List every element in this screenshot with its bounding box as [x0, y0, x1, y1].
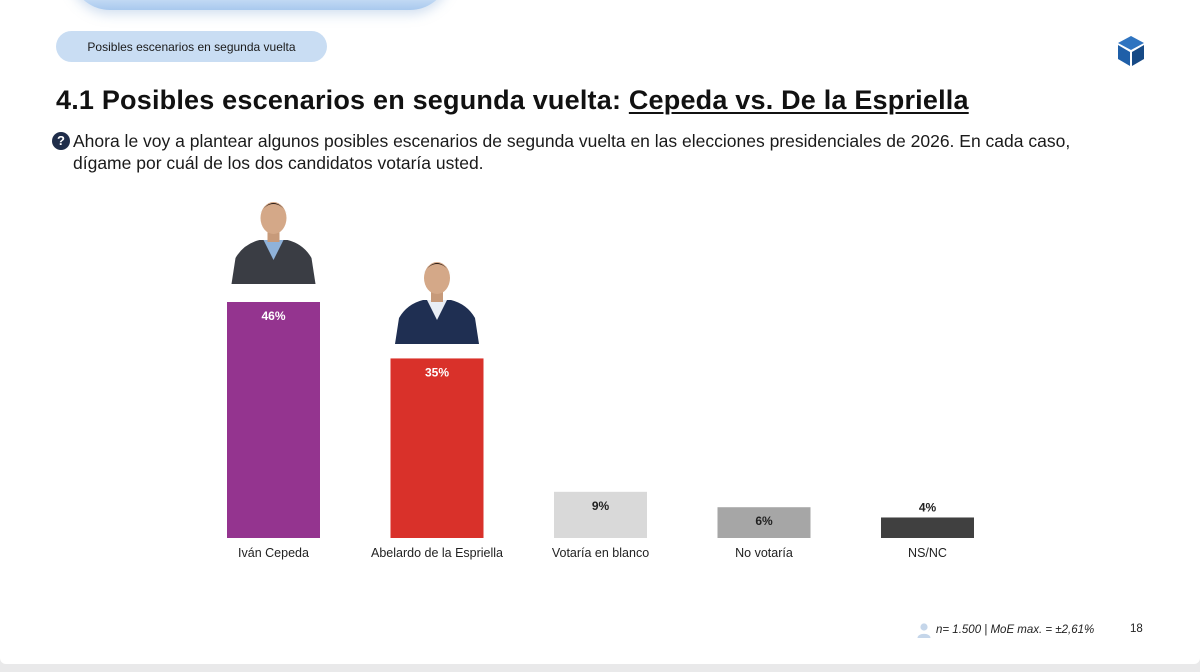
person-icon	[917, 623, 931, 638]
survey-question: ? Ahora le voy a plantear algunos posibl…	[52, 130, 1132, 174]
sample-note: n= 1.500 | MoE max. = ±2,61%	[916, 622, 1094, 638]
bar-2	[554, 491, 647, 538]
category-label-0: Iván Cepeda	[238, 546, 309, 560]
page-title-prefix: 4.1 Posibles escenarios en segunda vuelt…	[56, 85, 629, 115]
candidate-photo-espriella	[395, 262, 479, 344]
breadcrumb-label: Posibles escenarios en segunda vuelta	[87, 39, 296, 54]
bar-chart: 46% Iván Cepeda 35% Abelardo de la Espriell…	[227, 202, 974, 560]
category-label-1: Abelardo de la Espriella	[371, 546, 503, 560]
category-label-4: NS/NC	[908, 546, 947, 560]
question-text: Ahora le voy a plantear algunos posibles…	[73, 131, 1071, 173]
bar-4	[881, 517, 974, 538]
bar-value-label-0: 46%	[261, 309, 285, 323]
bar-0	[227, 302, 320, 538]
page-number: 18	[1130, 623, 1143, 635]
category-label-2: Votaría en blanco	[552, 546, 649, 560]
question-circle-icon: ?	[52, 132, 70, 150]
bar-value-label-3: 6%	[755, 514, 773, 528]
breadcrumb: Posibles escenarios en segunda vuelta	[56, 31, 327, 62]
bar-value-label-2: 9%	[592, 499, 610, 513]
sample-note-text: n= 1.500 | MoE max. = ±2,61%	[936, 624, 1095, 636]
bar-3	[717, 507, 811, 538]
candidate-photo-cepeda	[231, 202, 316, 284]
header-decoration	[70, 0, 450, 10]
category-label-3: No votaría	[735, 546, 793, 560]
bar-1	[390, 358, 484, 538]
bar-value-label-1: 35%	[425, 365, 449, 379]
page-title-highlight: Cepeda vs. De la Espriella	[628, 85, 969, 115]
cube-logo-icon	[1118, 36, 1144, 66]
page-title: 4.1 Posibles escenarios en segunda vuelt…	[56, 85, 969, 116]
bar-value-label-4: 4%	[919, 500, 937, 514]
